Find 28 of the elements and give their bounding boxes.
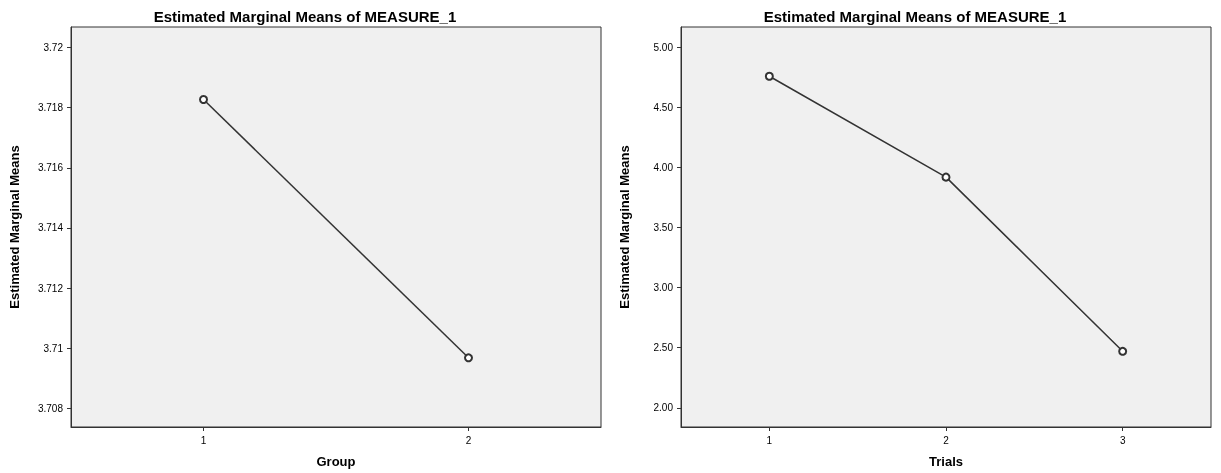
y-axis-title: Estimated Marginal Means <box>617 145 632 309</box>
y-tick-label: 3.716 <box>37 162 64 174</box>
y-tick-label: 3.00 <box>653 282 674 294</box>
chart-title: Estimated Marginal Means of MEASURE_1 <box>153 8 457 25</box>
y-tick-label: 3.50 <box>653 222 674 234</box>
y-tick-label: 2.00 <box>653 402 674 414</box>
x-tick-label: 2 <box>943 434 950 446</box>
x-tick-label: 1 <box>200 434 207 446</box>
y-tick-label: 3.71 <box>43 342 64 354</box>
point <box>764 71 774 81</box>
x-tick-label: 3 <box>1119 434 1126 446</box>
y-axis-title: Estimated Marginal Means <box>7 145 22 309</box>
point <box>941 172 951 182</box>
y-tick-label: 3.708 <box>37 402 64 414</box>
chart-title: Estimated Marginal Means of MEASURE_1 <box>763 8 1067 25</box>
y-tick-label: 4.50 <box>653 101 674 113</box>
y-tick-label: 3.714 <box>37 222 64 234</box>
y-tick-label: 4.00 <box>653 162 674 174</box>
y-tick-label: 3.718 <box>37 102 64 114</box>
y-tick-label: 5.00 <box>653 41 674 53</box>
y-tick-label: 3.72 <box>43 41 64 53</box>
x-tick-label: 1 <box>766 434 773 446</box>
y-tick-label: 2.50 <box>653 342 674 354</box>
x-axis-title: Group <box>316 454 356 469</box>
x-axis-title: Trials <box>929 454 963 469</box>
y-tick-label: 3.712 <box>37 282 64 294</box>
x-tick-label: 2 <box>465 434 472 446</box>
point <box>1118 346 1128 356</box>
